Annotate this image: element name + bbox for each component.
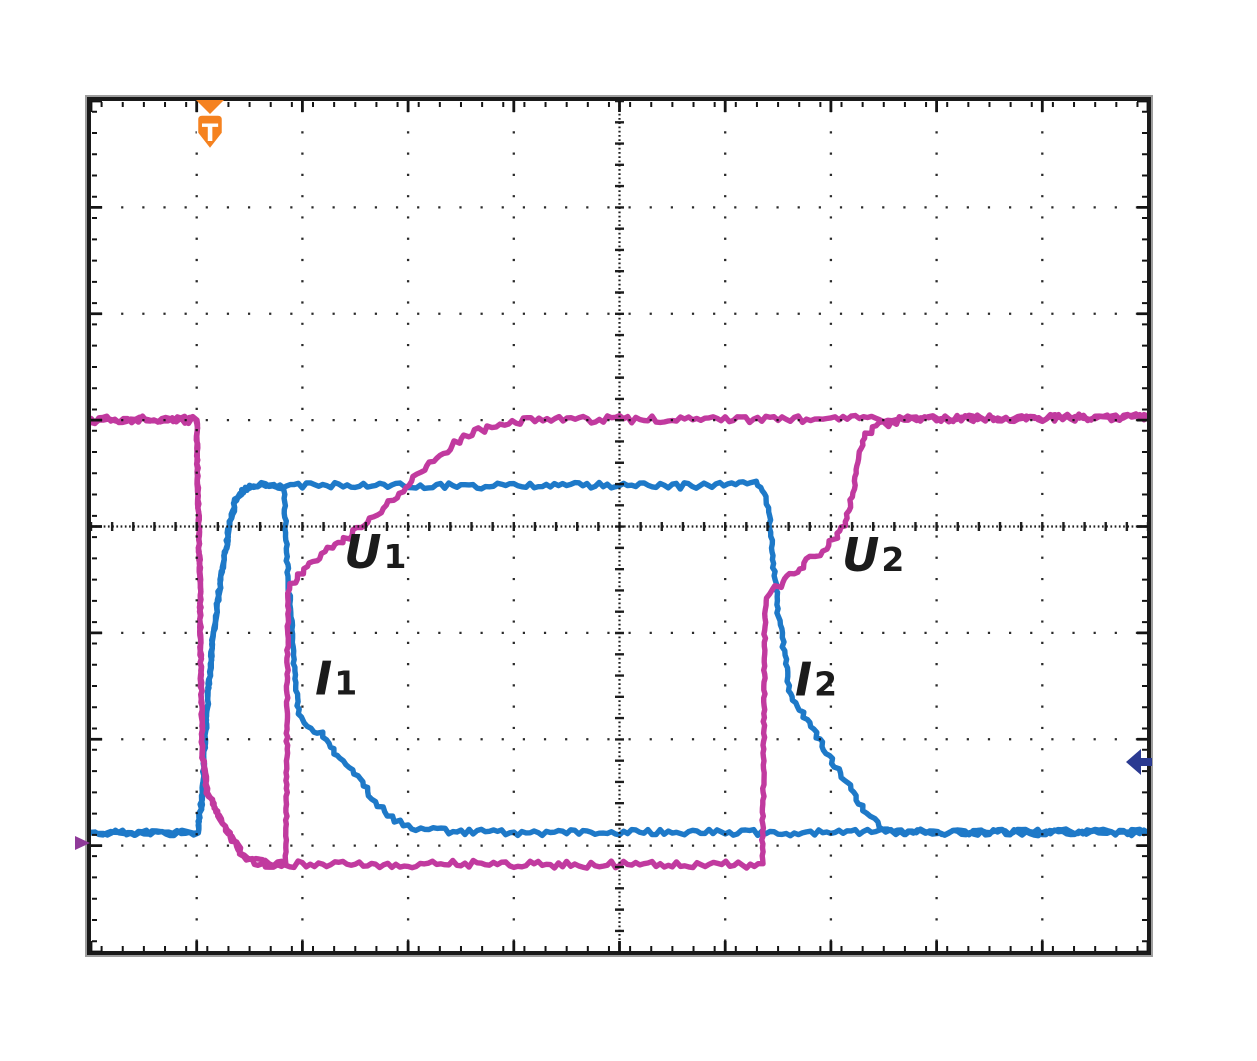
- waveform-labels: U1 I1 U2 I2: [315, 525, 904, 707]
- trace-U1: [91, 411, 1148, 870]
- waveform-label-U2: U2: [842, 528, 904, 582]
- trigger-position-arrow-icon: [196, 100, 224, 114]
- graticule-grid: [91, 101, 1148, 952]
- left-channel-marker-icon: [75, 836, 90, 850]
- border-frame: [87, 97, 1151, 955]
- graticule-border: [85, 95, 1153, 957]
- trigger-t-text: T: [202, 119, 219, 147]
- border-ticks: [91, 101, 1148, 952]
- trace-I2: [91, 478, 1148, 839]
- waveform-label-I2: I2: [795, 653, 837, 707]
- border-outer-shadow: [85, 95, 1153, 957]
- trigger-t-badge-icon: [196, 114, 224, 151]
- waveform-label-U1: U1: [344, 525, 406, 579]
- waveform-traces: [91, 411, 1148, 871]
- waveform-label-I1: I1: [315, 652, 357, 706]
- trigger-marker: T: [196, 100, 224, 151]
- right-reference-arrow-icon: [1126, 749, 1152, 775]
